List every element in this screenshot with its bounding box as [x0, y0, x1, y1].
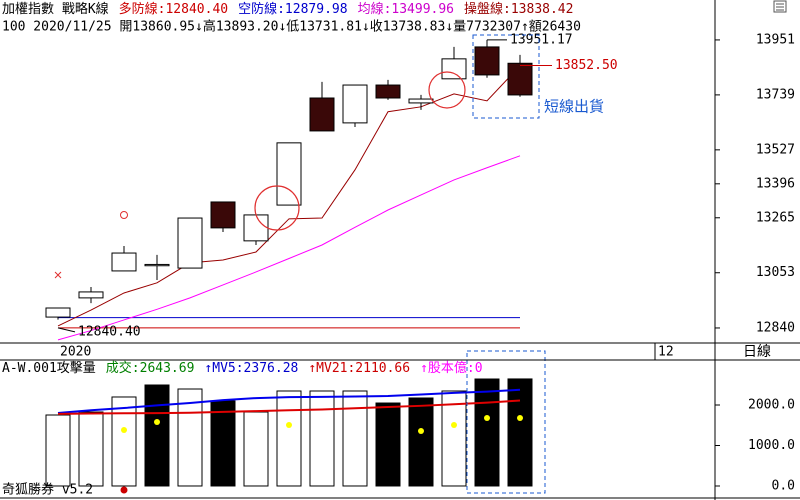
moving-average — [57, 65, 521, 327]
note-label: 短線出貨 — [544, 98, 604, 116]
signal-dot — [418, 427, 424, 434]
volume-bar — [111, 396, 137, 487]
header-item: 加權指數 戰略K線 — [2, 1, 109, 17]
header-row: 加權指數 戰略K線 多防線:12840.40 空防線:12879.98 均線:1349… — [2, 1, 573, 17]
signal-dot — [517, 415, 523, 422]
candle-body — [210, 201, 236, 229]
x-label: 12 — [658, 345, 674, 360]
signal-dot — [154, 419, 160, 426]
y-tick-label: 12840 — [756, 320, 795, 335]
volume-panel: A-W.001攻擊量 成交:2643.69 ↑MV5:2376.28 ↑MV21:21… — [2, 360, 533, 498]
volume-bar — [78, 411, 104, 487]
highlight-circle — [254, 185, 300, 231]
price-panel: 13951.17 12840.40 13852.50 短線出貨 加權指數 戰略K線 多防線… — [2, 1, 618, 341]
annotation-leader — [57, 327, 76, 333]
x-label: 2020 — [60, 345, 91, 360]
volume-bar — [474, 378, 500, 487]
candle-body — [144, 263, 170, 267]
header-item: ↑MV21:2110.66 — [308, 361, 410, 376]
note-box — [466, 350, 546, 494]
axes: 13951 13739 13527 13396 13265 13053 12840 2020 1… — [60, 32, 795, 493]
candle-body — [309, 97, 335, 132]
candle-body — [474, 46, 500, 76]
volume-bar — [243, 411, 269, 487]
header-item: 多防線:12840.40 — [119, 1, 228, 17]
volume-bar — [45, 414, 71, 487]
y-tick-label: 2000.0 — [748, 398, 795, 413]
volume-bar — [177, 388, 203, 487]
volume-average — [57, 388, 521, 415]
y-tick-label: 13265 — [756, 210, 795, 225]
note-box — [472, 34, 540, 119]
header-item: 成交:2643.69 — [106, 360, 195, 376]
candle-body — [375, 84, 401, 99]
footer-label: 奇狐勝券 v5.2 — [2, 482, 93, 498]
signal-dot — [121, 426, 127, 433]
annotation-label: 13852.50 — [555, 58, 618, 73]
y-tick-label: 0.0 — [772, 478, 795, 493]
y-tick-label: 13739 — [756, 87, 795, 102]
header-item: 空防線:12879.98 — [238, 1, 347, 17]
candle-body — [45, 307, 71, 318]
candle-body — [276, 142, 302, 206]
candle-body — [243, 214, 269, 242]
volume-bar — [309, 390, 335, 487]
candle-body — [408, 98, 434, 104]
y-tick-label: 13951 — [756, 32, 795, 47]
volume-bar — [276, 390, 302, 487]
signal-dot — [451, 422, 457, 429]
candle-body — [441, 58, 467, 80]
candle-body — [342, 84, 368, 124]
y-tick-label: 1000.0 — [748, 438, 795, 453]
annotation-label: 13951.17 — [510, 32, 573, 47]
status-dot — [120, 486, 128, 494]
volume-bar — [210, 400, 236, 487]
period-label: 日線 — [743, 344, 771, 360]
axis-column — [715, 0, 800, 500]
candle-body — [177, 217, 203, 269]
highlight-circle — [428, 71, 466, 109]
volume-bar — [342, 390, 368, 487]
signal-dot — [286, 422, 292, 429]
signal-dot — [484, 415, 490, 422]
y-tick-label: 13396 — [756, 176, 795, 191]
volume-bar — [144, 384, 170, 487]
candle-body — [78, 291, 104, 299]
header-item: 均線:13499.96 — [358, 1, 454, 17]
y-tick-label: 13053 — [756, 265, 795, 280]
header-item: A-W.001攻擊量 — [2, 360, 96, 376]
signal-circle — [120, 211, 128, 219]
header-row: A-W.001攻擊量 成交:2643.69 ↑MV5:2376.28 ↑MV21:21… — [2, 360, 483, 376]
volume-bar — [441, 390, 467, 487]
candle-body — [507, 62, 533, 96]
signal-cross — [54, 271, 62, 279]
quote-row: 100 2020/11/25 開13860.95↓高13893.20↓低1373… — [2, 19, 581, 35]
volume-bar — [408, 397, 434, 487]
menu-icon-lines — [776, 3, 784, 11]
header-item: ↑股本億:0 — [420, 360, 482, 376]
y-tick-label: 13527 — [756, 142, 795, 157]
volume-bar — [507, 378, 533, 487]
volume-bar — [375, 402, 401, 487]
header-item: 操盤線:13838.42 — [464, 1, 573, 17]
volume-average — [57, 399, 521, 415]
header-item: ↑MV5:2376.28 — [204, 361, 298, 376]
moving-average — [57, 155, 521, 341]
candle-body — [111, 252, 137, 272]
annotation-label: 12840.40 — [78, 324, 141, 339]
